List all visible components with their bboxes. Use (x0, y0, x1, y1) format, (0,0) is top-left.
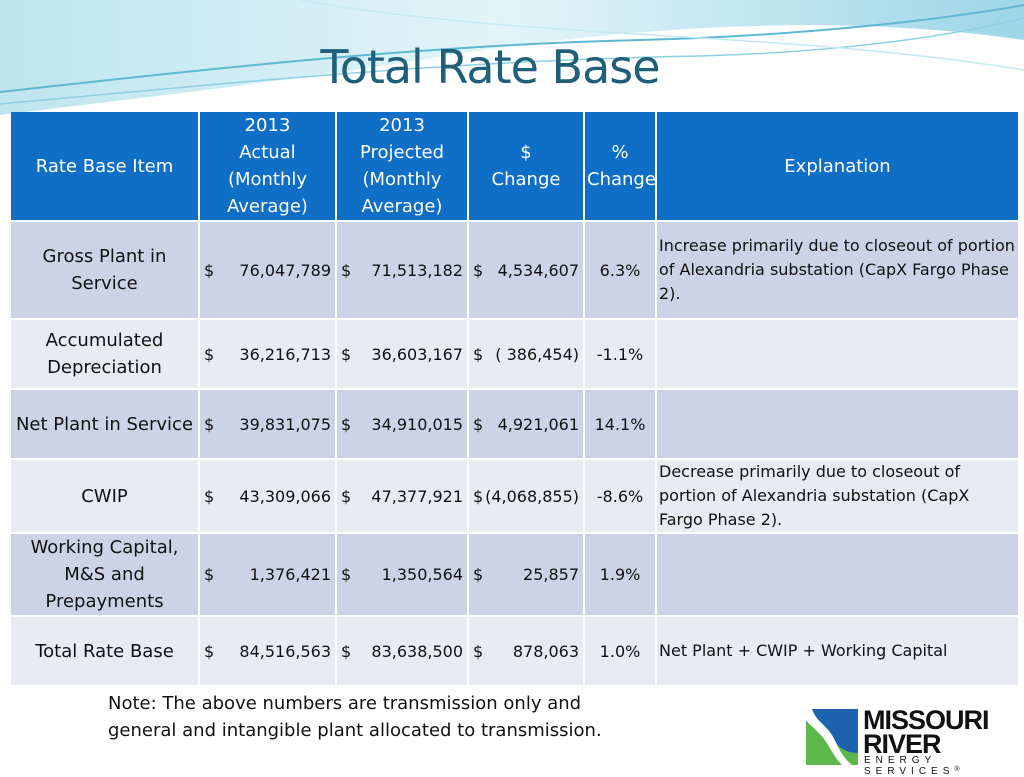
percent-cell: 1.9% (585, 534, 655, 615)
change-cell: $4,921,061 (469, 390, 583, 458)
projected-cell: $71,513,182 (337, 222, 467, 318)
footnote: Note: The above numbers are transmission… (108, 693, 602, 741)
row-item-label: Accumulated Depreciation (11, 320, 198, 388)
actual-cell: $36,216,713 (200, 320, 335, 388)
rate-base-table: Rate Base Item 2013 Actual (Monthly Aver… (9, 110, 1020, 687)
change-cell: $( 386,454) (469, 320, 583, 388)
actual-cell: $43,309,066 (200, 460, 335, 532)
header-percent-change: % Change (585, 112, 656, 220)
logo-text-line1: MISSOURI (863, 705, 990, 735)
change-cell: $4,534,607 (469, 222, 583, 318)
row-item-label: CWIP (11, 460, 198, 532)
header-actual: 2013 Actual (Monthly Average) (200, 112, 335, 220)
table-header-row: Rate Base Item 2013 Actual (Monthly Aver… (11, 112, 1018, 220)
header-explanation: Explanation (657, 112, 1018, 220)
logo-text-line3: ENERGY SERVICES® (864, 755, 960, 777)
explanation-cell (657, 390, 1018, 458)
percent-cell: 6.3% (585, 222, 655, 318)
explanation-cell: Decrease primarily due to closeout of po… (657, 460, 1018, 532)
table-row: Working Capital, M&S and Prepayments $1,… (11, 534, 1018, 615)
projected-cell: $1,350,564 (337, 534, 467, 615)
table-row: Total Rate Base $84,516,563 $83,638,500 … (11, 617, 1018, 685)
actual-cell: $39,831,075 (200, 390, 335, 458)
projected-cell: $47,377,921 (337, 460, 467, 532)
background-swoosh (0, 0, 1024, 115)
percent-cell: 1.0% (585, 617, 655, 685)
explanation-cell (657, 534, 1018, 615)
table-row: Gross Plant in Service $76,047,789 $71,5… (11, 222, 1018, 318)
company-logo: MISSOURI RIVER ENERGY SERVICES® (806, 705, 1022, 777)
explanation-cell: Net Plant + CWIP + Working Capital (657, 617, 1018, 685)
page-title: Total Rate Base (320, 40, 660, 94)
percent-cell: -8.6% (585, 460, 655, 532)
row-item-label: Total Rate Base (11, 617, 198, 685)
row-item-label: Net Plant in Service (11, 390, 198, 458)
row-item-label: Gross Plant in Service (11, 222, 198, 318)
change-cell: $25,857 (469, 534, 583, 615)
header-rate-base-item: Rate Base Item (11, 112, 198, 220)
header-dollar-change: $ Change (469, 112, 583, 220)
table-row: Net Plant in Service $39,831,075 $34,910… (11, 390, 1018, 458)
logo-text-line2: RIVER (863, 729, 942, 759)
change-cell: $ (4,068,855) (469, 460, 583, 532)
table-row: Accumulated Depreciation $36,216,713 $36… (11, 320, 1018, 388)
actual-cell: $84,516,563 (200, 617, 335, 685)
explanation-cell (657, 320, 1018, 388)
projected-cell: $83,638,500 (337, 617, 467, 685)
actual-cell: $1,376,421 (200, 534, 335, 615)
table-row: CWIP $43,309,066 $47,377,921 $ (4,068,855… (11, 460, 1018, 532)
projected-cell: $36,603,167 (337, 320, 467, 388)
projected-cell: $34,910,015 (337, 390, 467, 458)
percent-cell: -1.1% (585, 320, 655, 388)
change-cell: $878,063 (469, 617, 583, 685)
percent-cell: 14.1% (585, 390, 655, 458)
actual-cell: $76,047,789 (200, 222, 335, 318)
river-logo-icon (806, 709, 858, 765)
row-item-label: Working Capital, M&S and Prepayments (11, 534, 198, 615)
header-projected: 2013 Projected (Monthly Average) (337, 112, 467, 220)
explanation-cell: Increase primarily due to closeout of po… (657, 222, 1018, 318)
